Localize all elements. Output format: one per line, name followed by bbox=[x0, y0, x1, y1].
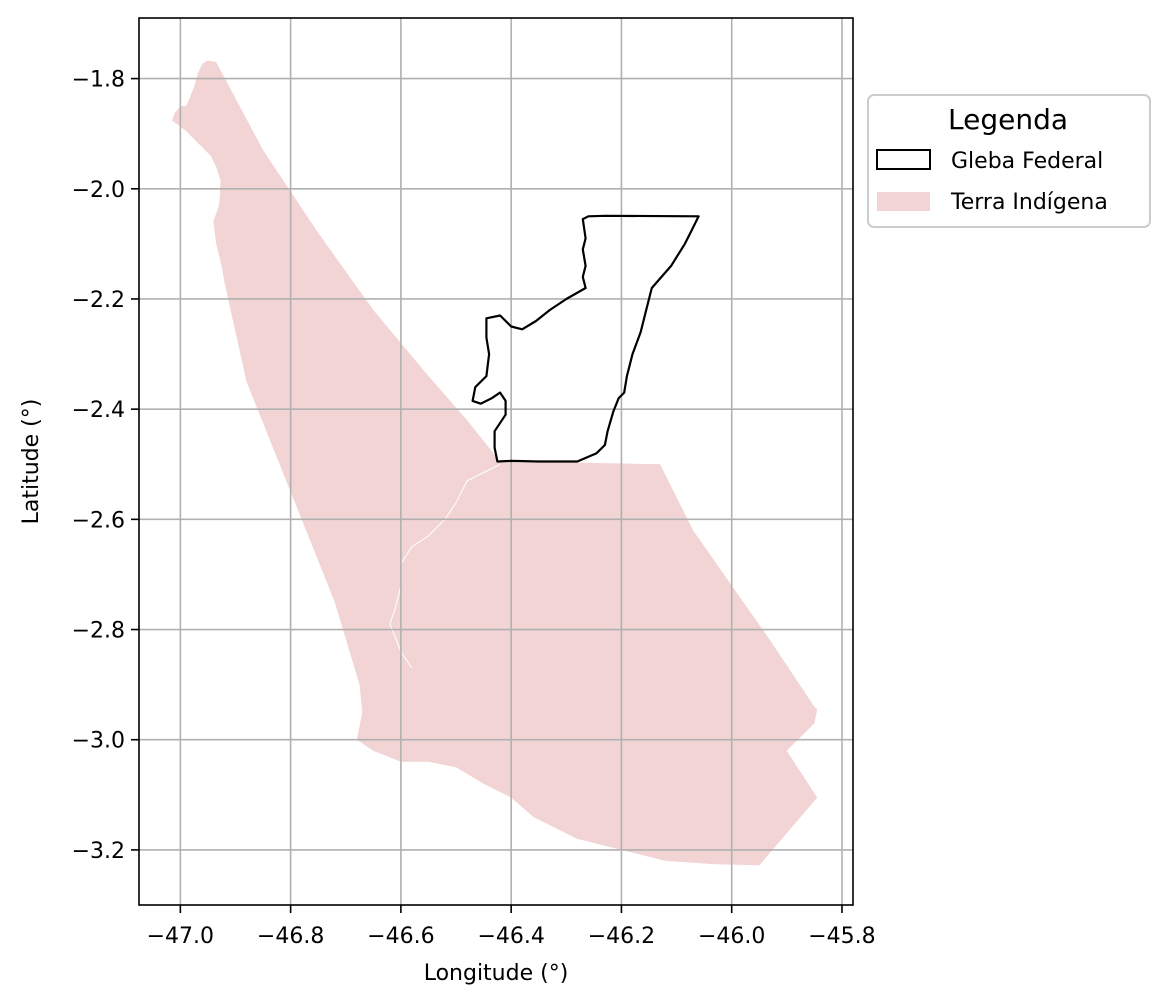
x-tick-label: −46.6 bbox=[367, 924, 434, 949]
x-tick-label: −46.0 bbox=[698, 924, 765, 949]
terra-indigena-polygon bbox=[172, 60, 818, 866]
x-tick-label: −45.8 bbox=[808, 924, 875, 949]
y-tick-label: −3.0 bbox=[72, 729, 125, 754]
legend-swatch-terra-indigena bbox=[877, 192, 930, 211]
terra-indigena-inner-boundary bbox=[389, 463, 501, 669]
y-tick-label: −2.6 bbox=[72, 508, 125, 533]
gleba-federal-polygon bbox=[471, 214, 700, 463]
plot-area bbox=[139, 18, 853, 905]
legend-box bbox=[867, 94, 1151, 228]
y-tick-label: −1.8 bbox=[72, 68, 125, 93]
x-axis-label: Longitude (°) bbox=[424, 961, 569, 986]
x-tick-label: −46.4 bbox=[477, 924, 544, 949]
x-tick-label: −46.8 bbox=[257, 924, 324, 949]
axes-frame bbox=[138, 17, 854, 906]
x-tick-label: −46.2 bbox=[588, 924, 655, 949]
y-axis: −1.8 −2.0 −2.2 −2.4 −2.6 −2.8 −3.0 −3.2 bbox=[72, 68, 139, 864]
legend-label-gleba-federal: Gleba Federal bbox=[951, 149, 1103, 174]
gleba-federal-layer bbox=[471, 214, 700, 463]
y-tick-label: −2.4 bbox=[72, 398, 125, 423]
legend: Legenda Gleba Federal Terra Indígena bbox=[867, 94, 1151, 228]
y-tick-label: −3.2 bbox=[72, 839, 125, 864]
y-tick-label: −2.8 bbox=[72, 619, 125, 644]
x-axis: −47.0 −46.8 −46.6 −46.4 −46.2 −46.0 −45.8 bbox=[147, 905, 876, 949]
legend-label-terra-indigena: Terra Indígena bbox=[950, 190, 1108, 215]
legend-title: Legenda bbox=[948, 103, 1068, 136]
y-tick-label: −2.2 bbox=[72, 288, 125, 313]
y-axis-label: Latitude (°) bbox=[19, 399, 44, 525]
y-tick-label: −2.0 bbox=[72, 178, 125, 203]
grid-lines bbox=[139, 18, 853, 905]
legend-swatch-gleba-federal bbox=[876, 149, 931, 170]
terra-indigena-layer bbox=[172, 60, 818, 866]
x-tick-label: −47.0 bbox=[147, 924, 214, 949]
